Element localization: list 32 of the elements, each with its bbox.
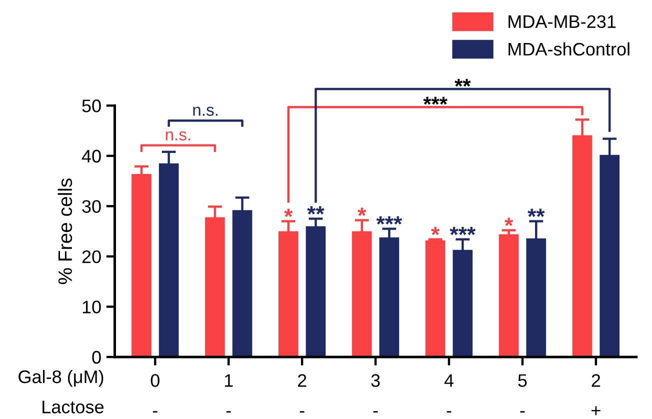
- text: **: [454, 78, 471, 87]
- category-label: 3 -: [371, 374, 380, 413]
- legend-label: MDA-MB-231: [508, 15, 616, 28]
- annotation: *: [504, 218, 514, 226]
- bar: [498, 234, 519, 357]
- annotation: *: [431, 226, 440, 236]
- bar: [425, 240, 446, 357]
- y-tick-label: 40: [82, 150, 101, 163]
- annotation: *: [358, 208, 366, 216]
- text: Gal-8 (μM): [18, 370, 104, 387]
- category-label: 4 -: [444, 374, 454, 413]
- x-tick-label: 2 +: [592, 374, 600, 416]
- annotation: **: [528, 208, 545, 217]
- y-axis-title: % Free cells: [58, 178, 72, 284]
- category-label: 2 -: [298, 374, 306, 413]
- annotation: n.s.: [193, 106, 218, 116]
- y-tick-label: 30: [82, 200, 101, 213]
- legend-label: MDA-shControl: [508, 42, 630, 56]
- y-tick-label: 20: [82, 250, 101, 264]
- category-label: 1 -: [224, 374, 233, 413]
- annotation: *: [284, 208, 293, 217]
- category-label: 0 -: [150, 374, 160, 413]
- annotation: n.s.: [166, 131, 190, 141]
- text: Lactose: [42, 400, 104, 414]
- annotation: ***: [450, 226, 476, 236]
- y-tick-label: 0: [92, 350, 101, 364]
- annotation: ***: [376, 216, 402, 225]
- category-label: 5 -: [518, 374, 527, 413]
- annotation: **: [307, 206, 324, 214]
- y-tick-label: 50: [82, 100, 101, 112]
- text: ***: [423, 96, 448, 105]
- y-tick-label: 10: [82, 300, 101, 314]
